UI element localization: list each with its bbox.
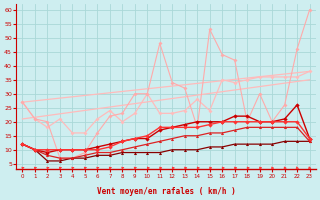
X-axis label: Vent moyen/en rafales ( km/h ): Vent moyen/en rafales ( km/h ) bbox=[97, 187, 236, 196]
